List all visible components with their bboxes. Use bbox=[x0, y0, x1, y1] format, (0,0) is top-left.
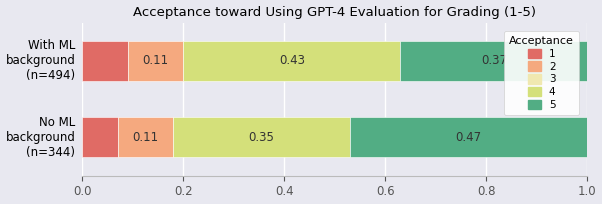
Bar bbox=[400, 41, 587, 81]
Text: 0.47: 0.47 bbox=[456, 131, 482, 144]
Legend: 1, 2, 3, 4, 5: 1, 2, 3, 4, 5 bbox=[504, 31, 579, 115]
Bar bbox=[350, 118, 587, 157]
Bar bbox=[184, 41, 400, 81]
Bar bbox=[82, 118, 118, 157]
Bar bbox=[82, 41, 128, 81]
Text: 0.11: 0.11 bbox=[143, 54, 169, 67]
Bar bbox=[128, 41, 184, 81]
Text: 0.11: 0.11 bbox=[132, 131, 158, 144]
Title: Acceptance toward Using GPT-4 Evaluation for Grading (1-5): Acceptance toward Using GPT-4 Evaluation… bbox=[133, 6, 536, 19]
Bar bbox=[173, 118, 350, 157]
Text: 0.37: 0.37 bbox=[481, 54, 507, 67]
Text: 0.35: 0.35 bbox=[249, 131, 275, 144]
Bar bbox=[118, 118, 173, 157]
Text: 0.43: 0.43 bbox=[279, 54, 305, 67]
